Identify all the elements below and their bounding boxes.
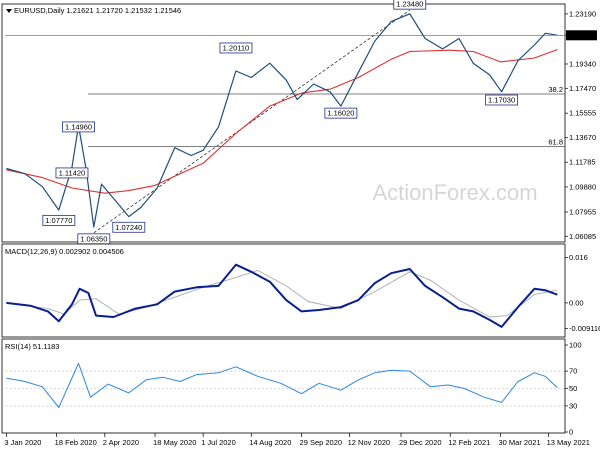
price-annotation-label: 1.16020 — [327, 109, 354, 118]
x-tick-label: 30 Mar 2021 — [499, 438, 541, 447]
x-tick-label: 18 Feb 2020 — [55, 438, 97, 447]
x-tick-label: 29 Sep 2020 — [300, 438, 343, 447]
x-tick-label: 13 May 2021 — [547, 438, 590, 447]
dropdown-triangle-icon[interactable] — [6, 9, 12, 13]
macd-y-tick-label: 0.00 — [569, 298, 584, 307]
x-tick-label: 3 Jan 2020 — [4, 438, 41, 447]
price-y-tick-label: 1.19340 — [569, 59, 596, 68]
rsi-y-tick-label: 70 — [569, 367, 577, 376]
trendline — [93, 9, 410, 234]
price-annotation-label: 1.06350 — [80, 234, 107, 243]
current-price-badge — [566, 30, 597, 41]
price-y-tick-label: 1.06085 — [569, 232, 596, 241]
price-annotation-label: 1.07240 — [115, 223, 142, 232]
fib-level-label: 61.8 — [548, 137, 563, 146]
watermark: ActionForex.com — [372, 180, 537, 205]
rsi-y-tick-label: 0 — [569, 428, 573, 437]
macd-panel-frame — [1, 243, 566, 338]
current-price-label: 1.21546 — [568, 31, 595, 40]
price-y-tick-label: 1.13670 — [569, 133, 596, 142]
price-header: EURUSD,Daily 1.21621 1.21720 1.21532 1.2… — [14, 6, 181, 15]
price-annotation-box — [485, 94, 518, 106]
x-tick-label: 12 Feb 2021 — [448, 438, 490, 447]
macd-header: MACD(12,26,9) 0.002902 0.004506 — [5, 247, 124, 256]
price-annotation-box — [219, 42, 253, 54]
macd-line — [6, 263, 558, 328]
x-tick-label: 2 Apr 2020 — [103, 438, 139, 447]
price-annotation-box — [62, 121, 95, 133]
macd-y-tick-label: -0.009116 — [569, 324, 600, 333]
price-y-tick-label: 1.07955 — [569, 207, 596, 216]
price-annotation-box — [393, 0, 427, 10]
price-annotation-box — [112, 221, 146, 233]
price-annotation-label: 1.14960 — [65, 122, 92, 131]
macd-signal-line — [6, 269, 558, 318]
price-y-tick-label: 1.15555 — [569, 109, 596, 118]
price-annotation-label: 1.07770 — [45, 216, 72, 225]
price-line — [6, 13, 558, 228]
price-y-tick-label: 1.17470 — [569, 84, 596, 93]
price-y-tick-label: 1.23190 — [569, 9, 596, 18]
price-y-tick-label: 1.09880 — [569, 182, 596, 191]
x-tick-label: 29 Dec 2020 — [399, 438, 442, 447]
price-annotation-label: 1.11420 — [59, 168, 86, 177]
price-annotation-label: 1.17030 — [488, 96, 515, 105]
price-annotation-box — [55, 167, 89, 179]
x-tick-label: 18 May 2020 — [153, 438, 196, 447]
fib-level-label: 38.2 — [548, 85, 563, 94]
price-annotation-label: 1.23480 — [396, 0, 423, 9]
rsi-header: RSI(14) 51.1183 — [5, 342, 59, 351]
price-annotation-label: 1.20110 — [223, 43, 250, 52]
macd-y-tick-label: 0.016 — [569, 253, 588, 262]
price-y-tick-label: 1.11785 — [569, 158, 596, 167]
rsi-line — [6, 362, 558, 409]
x-tick-label: 12 Nov 2020 — [348, 438, 391, 447]
rsi-y-tick-label: 30 — [569, 401, 577, 410]
x-tick-label: 1 Jul 2020 — [201, 438, 236, 447]
x-tick-label: 14 Aug 2020 — [249, 438, 291, 447]
price-annotation-box — [42, 214, 76, 226]
rsi-y-tick-label: 100 — [569, 341, 582, 350]
price-panel-frame — [1, 3, 566, 243]
rsi-panel-frame — [1, 338, 566, 434]
price-annotation-box — [324, 107, 358, 119]
rsi-y-tick-label: 50 — [569, 384, 577, 393]
